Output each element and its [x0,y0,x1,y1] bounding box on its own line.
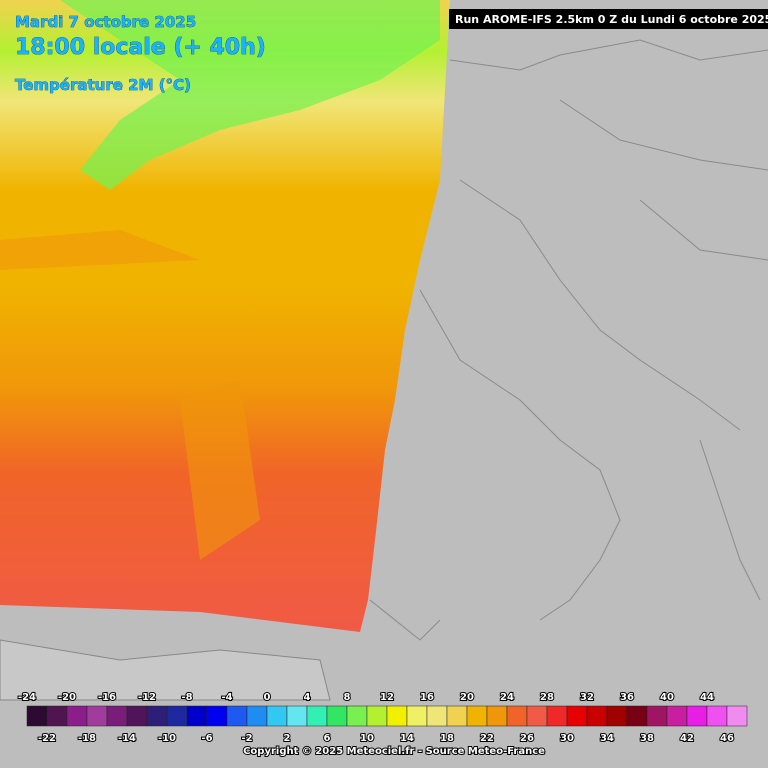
warm-zone [0,230,260,560]
legend-label: -14 [118,733,136,744]
legend-swatch [386,705,408,727]
legend-label: 40 [660,692,674,703]
legend-label: 6 [324,733,331,744]
legend-label: 36 [620,692,634,703]
legend-label: -22 [38,733,56,744]
legend-label: 20 [460,692,474,703]
legend-swatch [146,705,168,727]
legend-label: 14 [400,733,414,744]
cool-zone [60,0,440,190]
legend-swatch [646,705,668,727]
legend-swatch [486,705,508,727]
legend-swatch [86,705,108,727]
run-info: Run AROME-IFS 2.5km 0 Z du Lundi 6 octob… [455,13,768,26]
legend-label: 24 [500,692,514,703]
legend-swatch [666,705,688,727]
legend-swatch [46,705,68,727]
legend-swatch [566,705,588,727]
legend-swatch [686,705,708,727]
legend-swatch [66,705,88,727]
legend-swatch [226,705,248,727]
legend-swatch [346,705,368,727]
legend-swatch [726,705,748,727]
legend-label: -12 [138,692,156,703]
legend-label: -18 [78,733,96,744]
legend-label: -20 [58,692,76,703]
legend-label: 18 [440,733,454,744]
legend-swatch [246,705,268,727]
legend-label: 42 [680,733,694,744]
legend-swatch [126,705,148,727]
legend-swatch [586,705,608,727]
legend-swatch [426,705,448,727]
legend-label: 44 [700,692,714,703]
legend-label: 22 [480,733,494,744]
legend-swatch [266,705,288,727]
legend-swatch [466,705,488,727]
legend-label: 10 [360,733,374,744]
legend-label: -16 [98,692,116,703]
legend-swatch [186,705,208,727]
time: 18:00 locale (+ 40h) [15,35,266,60]
date: Mardi 7 octobre 2025 [15,13,196,31]
legend-swatch [26,705,48,727]
legend-swatch [326,705,348,727]
borders [369,39,768,641]
north-africa [0,639,331,701]
legend-swatch [206,705,228,727]
legend-swatch [306,705,328,727]
copyright: Copyright © 2025 Meteociel.fr - Source M… [243,746,545,757]
legend-label: -6 [201,733,212,744]
legend-swatch [606,705,628,727]
legend-swatch [166,705,188,727]
legend-swatch [526,705,548,727]
legend-label: 32 [580,692,594,703]
legend-swatch [446,705,468,727]
legend-label: 2 [284,733,291,744]
legend-swatch [106,705,128,727]
legend-label: 4 [304,692,311,703]
legend-label: 12 [380,692,394,703]
field: Température 2M (°C) [15,76,191,94]
legend-swatch [706,705,728,727]
legend-swatch [626,705,648,727]
legend-swatch [366,705,388,727]
legend-label: -2 [241,733,252,744]
legend-swatch [406,705,428,727]
run-box [449,9,768,29]
legend-label: -4 [221,692,232,703]
legend-swatch [506,705,528,727]
legend-label: 26 [520,733,534,744]
legend-label: 28 [540,692,554,703]
legend-label: 16 [420,692,434,703]
legend-label: 30 [560,733,574,744]
legend-label: 0 [264,692,271,703]
legend-label: -24 [18,692,36,703]
legend-label: 38 [640,733,654,744]
legend-label: 46 [720,733,734,744]
legend-label: -8 [181,692,192,703]
legend-swatch [546,705,568,727]
legend-swatch [286,705,308,727]
legend-label: 34 [600,733,614,744]
legend-label: 8 [344,692,351,703]
legend-label: -10 [158,733,176,744]
